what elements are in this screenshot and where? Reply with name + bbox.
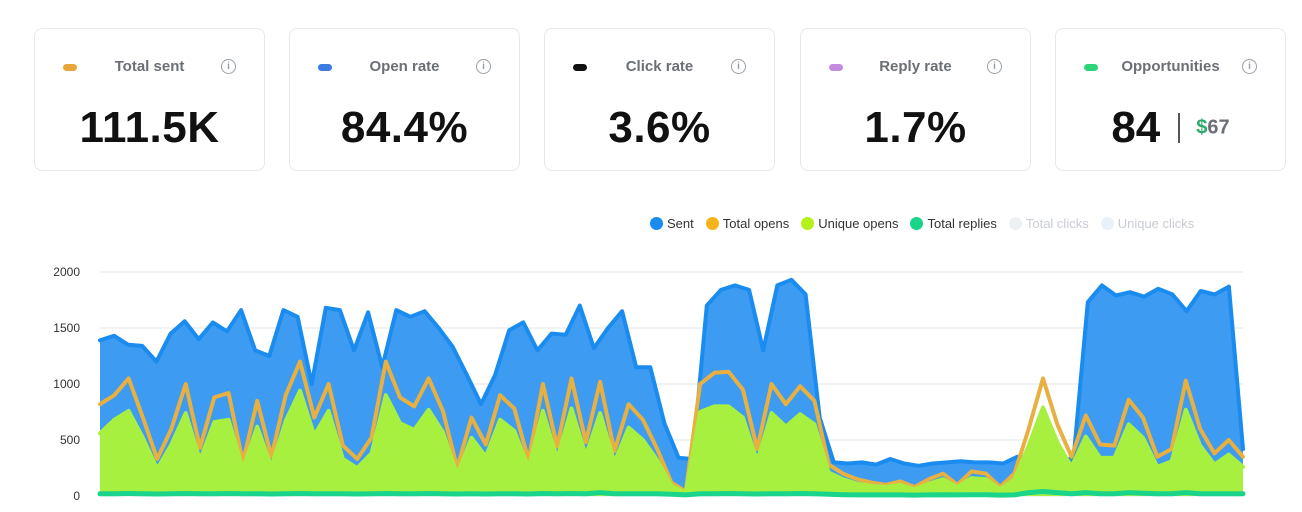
legend-label: Total replies [927, 216, 997, 231]
card-value: 111.5K [79, 103, 220, 152]
card-value: 84 [1111, 103, 1161, 152]
legend-item-unique-opens[interactable]: Unique opens [801, 216, 898, 231]
card-value: 84.4% [340, 103, 469, 152]
legend-item-unique-clicks[interactable]: Unique clicks [1100, 216, 1195, 231]
legend-label: Unique clicks [1117, 216, 1195, 231]
y-tick-label: 500 [60, 433, 80, 447]
value-separator [1178, 113, 1181, 143]
series-line-total-replies [97, 489, 1246, 498]
opportunities-value-group: 84 $67 [1056, 103, 1285, 153]
card-label: Opportunities [1121, 58, 1220, 75]
legend-swatch [1008, 217, 1022, 230]
card-open-rate: Open rate i 84.4% [289, 28, 520, 171]
card-total-sent: Total sent i 111.5K [34, 28, 265, 171]
card-label: Reply rate [879, 58, 952, 75]
card-label: Click rate [625, 58, 694, 75]
card-value: 1.7% [864, 103, 967, 152]
legend-swatch [705, 217, 719, 230]
y-tick-label: 0 [73, 489, 80, 503]
card-color-dot [829, 64, 843, 71]
card-opportunities: Opportunities i 84 $67 [1055, 28, 1286, 171]
card-click-rate: Click rate i 3.6% [544, 28, 775, 171]
y-tick-label: 1500 [53, 321, 80, 335]
legend-swatch [1100, 217, 1114, 230]
legend-swatch [801, 217, 815, 230]
legend-label: Unique opens [818, 216, 899, 231]
card-color-dot [63, 64, 77, 71]
area-chart: 0 500 1000 1500 2000 [53, 265, 1246, 503]
card-color-dot [318, 64, 332, 71]
legend-label: Sent [667, 216, 694, 231]
info-icon[interactable]: i [476, 59, 491, 74]
series-area-unique-opens [100, 390, 1243, 496]
legend-item-sent[interactable]: Sent [650, 216, 694, 231]
legend-swatch [650, 217, 663, 230]
legend-swatch [910, 217, 924, 230]
info-icon[interactable]: i [221, 59, 236, 74]
legend-item-total-replies[interactable]: Total replies [910, 216, 997, 231]
card-label: Total sent [114, 58, 185, 75]
chart-legend: Sent Total opens Unique opens Total replies… [650, 215, 1206, 233]
info-icon[interactable]: i [731, 59, 746, 74]
info-icon[interactable]: i [987, 59, 1002, 74]
info-icon[interactable]: i [1242, 59, 1257, 74]
card-color-dot [1084, 64, 1098, 71]
legend-item-total-opens[interactable]: Total opens [705, 216, 790, 231]
card-value: 3.6% [608, 103, 711, 152]
legend-item-total-clicks[interactable]: Total clicks [1008, 216, 1089, 231]
y-tick-label: 2000 [53, 265, 80, 279]
stat-cards: Total sent i 111.5K Open rate i 84.4% Cl… [34, 28, 1288, 173]
money-amount: 67 [1207, 116, 1230, 139]
legend-label: Total opens [722, 216, 790, 231]
opportunity-money: $67 [1196, 117, 1229, 139]
y-tick-label: 1000 [53, 377, 80, 391]
card-reply-rate: Reply rate i 1.7% [800, 28, 1031, 171]
card-color-dot [573, 64, 587, 71]
series-line-unique-opens [98, 388, 1245, 495]
dollar-sign: $ [1196, 116, 1208, 139]
card-label: Open rate [369, 58, 440, 75]
legend-label: Total clicks [1025, 216, 1089, 231]
